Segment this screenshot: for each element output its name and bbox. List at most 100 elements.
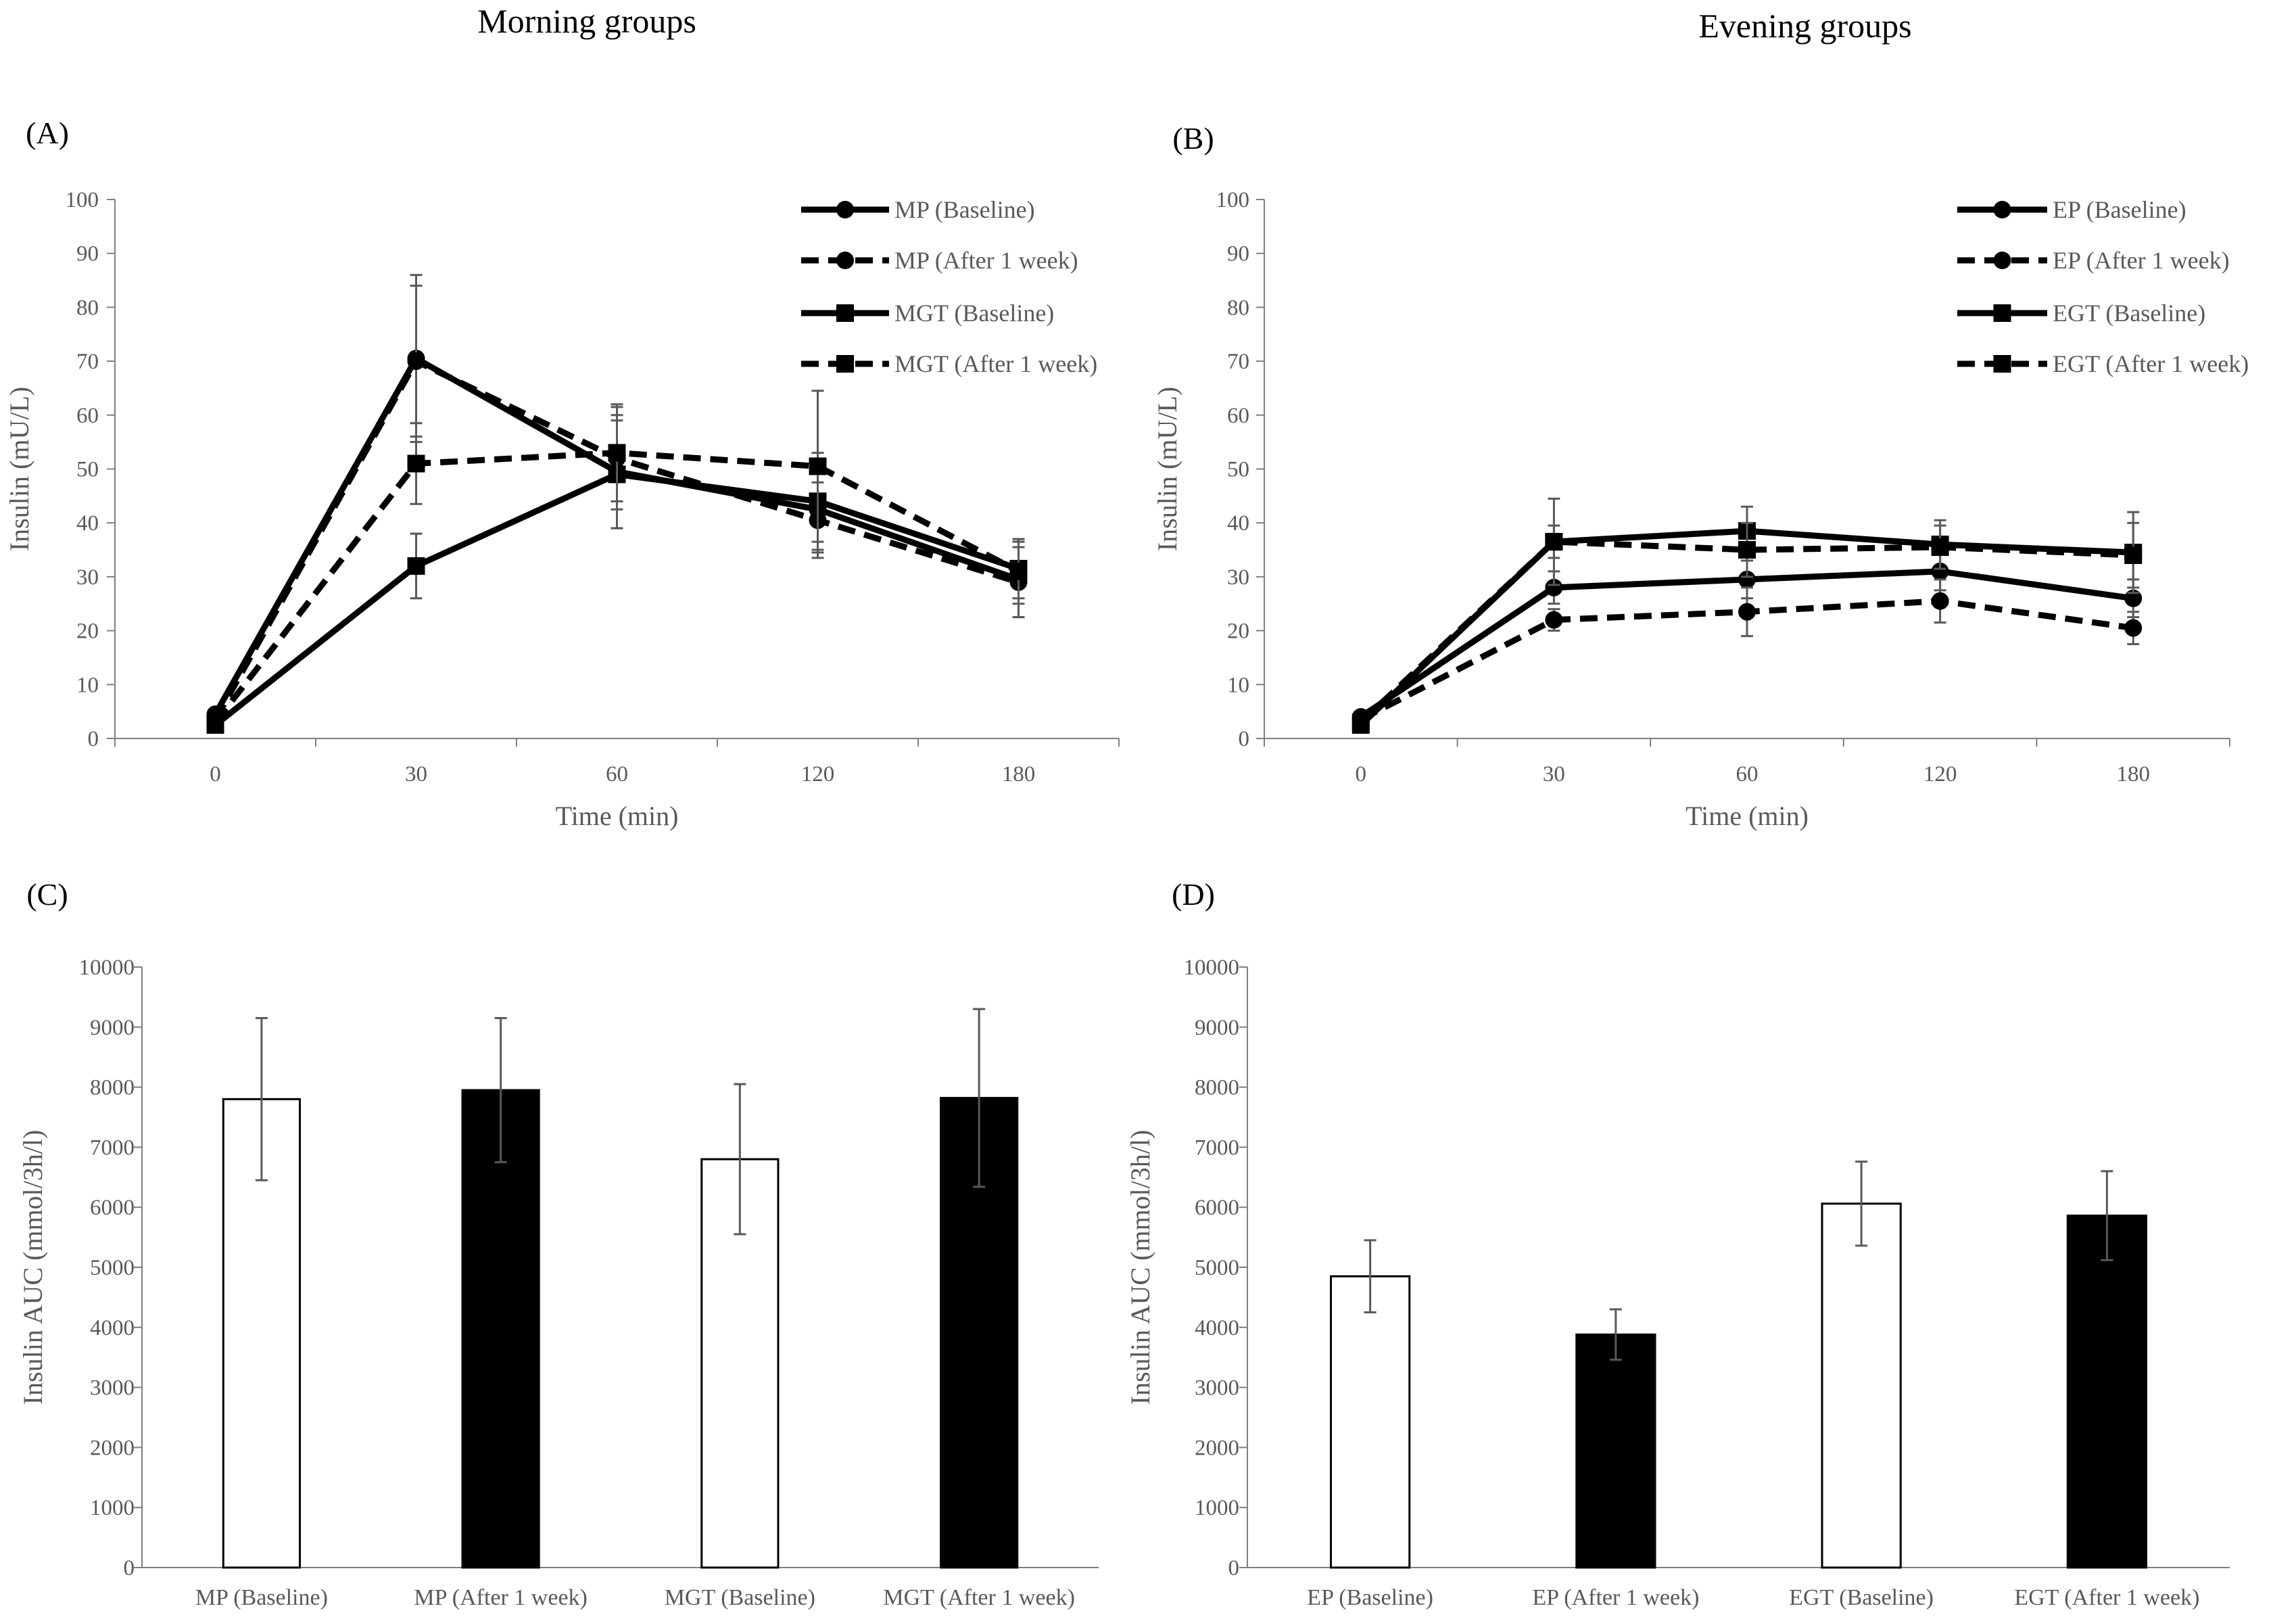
legend-item: EP (After 1 week) (1957, 247, 2230, 274)
x-tick-label: 120 (801, 762, 835, 786)
legend-marker (1993, 355, 2011, 373)
data-point (1738, 541, 1756, 559)
legend-label: EGT (After 1 week) (2053, 350, 2249, 377)
data-point (608, 444, 626, 462)
legend-marker (1993, 201, 2011, 218)
data-point (1931, 592, 1949, 610)
y-tick-label: 1000 (90, 1496, 135, 1520)
x-category-label: MGT (After 1 week) (883, 1585, 1075, 1610)
legend-label: EP (After 1 week) (2053, 247, 2230, 274)
data-point (2124, 619, 2143, 637)
series-mgt-after-1-week (206, 390, 1028, 732)
panel-label: (C) (26, 877, 68, 912)
y-tick-label: 9000 (1195, 1016, 1239, 1040)
legend-label: EP (Baseline) (2053, 196, 2186, 223)
y-axis-title: Insulin (mU/L) (4, 387, 34, 551)
legend-label: EGT (Baseline) (2053, 300, 2205, 327)
legend-marker (836, 201, 854, 218)
y-tick-label: 100 (1216, 188, 1250, 212)
y-tick-label: 2000 (1195, 1436, 1239, 1460)
chart-panel-d: 0 1000 2000 3000 4000 5000 6000 7000 8000 9000 100… (1125, 877, 2230, 1610)
y-tick-label: 5000 (90, 1256, 135, 1280)
y-tick-label: 5000 (1195, 1256, 1239, 1280)
x-tick-label: 60 (1736, 762, 1759, 786)
y-tick-label: 60 (76, 404, 99, 428)
legend-label: MP (After 1 week) (894, 247, 1078, 274)
x-category-label: MP (After 1 week) (414, 1585, 588, 1610)
bar (1330, 1275, 1411, 1569)
y-tick-label: 3000 (90, 1376, 135, 1401)
series-line (1358, 538, 2134, 725)
y-tick-label: 8000 (90, 1076, 135, 1100)
y-axis-title: Insulin (mU/L) (1152, 387, 1182, 551)
y-tick-label: 9000 (90, 1016, 135, 1040)
y-tick-label: 40 (76, 511, 99, 536)
legend-marker (836, 304, 854, 322)
y-tick-label: 8000 (1195, 1076, 1239, 1100)
data-point (407, 557, 425, 575)
y-tick-label: 10 (76, 673, 99, 697)
morning-heading: Morning groups (477, 2, 696, 40)
y-tick-label: 0 (88, 727, 99, 751)
y-axis-title: Insulin AUC (mmol/3h/l) (18, 1130, 48, 1405)
legend-item: MGT (After 1 week) (801, 350, 1097, 377)
y-tick-label: 70 (1227, 350, 1249, 374)
series-egt-after-1-week (1352, 521, 2143, 732)
legend-label: MGT (After 1 week) (894, 350, 1097, 377)
chart-panel-c: 0 1000 2000 3000 4000 5000 6000 7000 8000 9000 100… (18, 877, 1099, 1610)
data-point (809, 457, 827, 475)
y-tick-label: 2000 (90, 1436, 135, 1460)
y-tick-label: 20 (76, 619, 99, 644)
y-tick-label: 40 (1227, 511, 1249, 536)
y-tick-label: 4000 (90, 1316, 135, 1340)
x-tick-label: 30 (405, 762, 427, 786)
legend-marker (836, 355, 854, 373)
x-tick-label: 60 (606, 762, 628, 786)
x-tick-label: 30 (1543, 762, 1565, 786)
chart-panel-b: 0 10 20 30 40 50 60 70 80 90 100 Insulin (mU/L) (B) 0… (1152, 121, 2249, 831)
legend-item: EP (Baseline) (1957, 196, 2186, 223)
data-point (2124, 546, 2143, 565)
y-axis-title: Insulin AUC (mmol/3h/l) (1125, 1130, 1155, 1405)
data-point (1738, 603, 1756, 621)
x-tick-label: 180 (1002, 762, 1036, 786)
data-point (1545, 611, 1563, 629)
x-category-label: EGT (Baseline) (1789, 1585, 1934, 1610)
legend-label: MGT (Baseline) (894, 300, 1054, 327)
data-point (1545, 578, 1563, 596)
y-tick-label: 100 (66, 188, 99, 212)
y-tick-label: 10000 (79, 956, 135, 980)
x-tick-label: 0 (1356, 762, 1367, 786)
data-point (1738, 570, 1756, 588)
y-tick-label: 90 (76, 242, 99, 266)
x-category-label: EP (After 1 week) (1532, 1585, 1699, 1610)
legend-item: MP (Baseline) (801, 196, 1035, 223)
x-tick-label: 120 (1923, 762, 1957, 786)
y-tick-label: 6000 (90, 1196, 135, 1220)
y-tick-label: 60 (1227, 404, 1249, 428)
y-tick-label: 80 (76, 296, 99, 320)
legend-item: MGT (Baseline) (801, 300, 1054, 327)
y-tick-label: 90 (1227, 242, 1249, 266)
data-point (1545, 533, 1563, 551)
data-point (407, 454, 425, 473)
y-tick-label: 4000 (1195, 1316, 1239, 1340)
y-tick-label: 50 (76, 458, 99, 482)
y-tick-label: 0 (1228, 1556, 1240, 1580)
y-tick-label: 10 (1227, 673, 1249, 697)
legend-item: EGT (After 1 week) (1957, 350, 2249, 377)
y-tick-label: 30 (1227, 565, 1249, 590)
y-tick-label: 7000 (1195, 1135, 1239, 1160)
data-point (1352, 713, 1370, 732)
panel-label: (B) (1172, 121, 1214, 156)
y-tick-label: 10000 (1184, 956, 1240, 980)
y-tick-label: 3000 (1195, 1376, 1239, 1401)
evening-heading: Evening groups (1698, 7, 1911, 45)
x-category-label: MP (Baseline) (195, 1585, 328, 1610)
data-point (407, 352, 425, 371)
data-point (1931, 538, 1949, 557)
x-tick-label: 0 (210, 762, 221, 786)
y-tick-label: 6000 (1195, 1196, 1239, 1220)
